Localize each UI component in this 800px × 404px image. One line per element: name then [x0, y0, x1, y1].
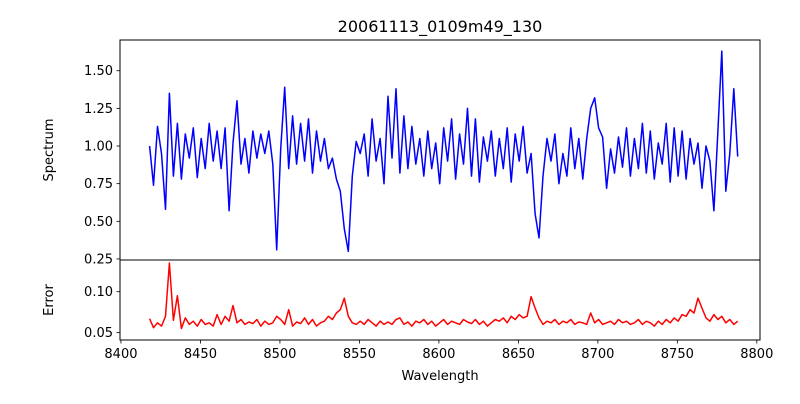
error-line: [148, 262, 739, 330]
x-tick-label: 8750: [661, 347, 694, 362]
x-tick-label: 8450: [184, 347, 217, 362]
y-tick-label: 1.00: [84, 140, 113, 155]
x-axis-label: Wavelength: [401, 369, 478, 384]
x-tick-label: 8400: [104, 347, 137, 362]
y-tick-label: 0.50: [84, 215, 113, 230]
x-tick-label: 8500: [263, 347, 296, 362]
spectrum-y-label: Spectrum: [42, 119, 57, 182]
x-tick-label: 8600: [422, 347, 455, 362]
axes-frame: [119, 259, 761, 341]
spectrum-axes: 0.25 0.50 0.75 1.00 1.25 1.50: [84, 39, 761, 267]
spectrum-line: [148, 50, 739, 253]
y-tick-label: 1.25: [84, 102, 113, 117]
y-tick-label: 0.05: [84, 326, 113, 341]
y-tick-label: 1.50: [84, 64, 113, 79]
error-axes: 0.05 0.10 8400 8450 8500 8550 8600 8650 8700 8750…: [84, 259, 773, 362]
x-tick-label: 8800: [740, 347, 773, 362]
y-tick-label: 0.75: [84, 177, 113, 192]
x-tick-label: 8650: [502, 347, 535, 362]
y-tick-label: 0.10: [84, 285, 113, 300]
y-tick-label: 0.25: [84, 252, 113, 267]
x-tick-label: 8700: [581, 347, 614, 362]
x-tick-label: 8550: [343, 347, 376, 362]
error-y-label: Error: [42, 284, 57, 316]
chart-title: 20061113_0109m49_130: [338, 17, 543, 37]
